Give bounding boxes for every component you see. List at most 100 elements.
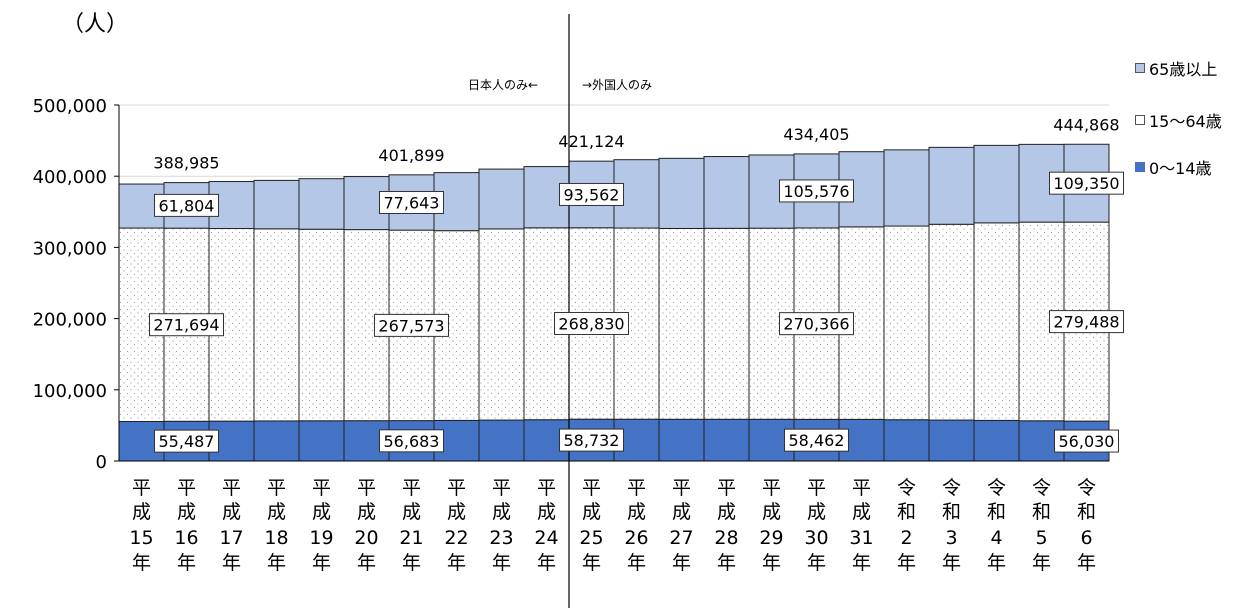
x-tick-label: 年: [897, 552, 916, 574]
bar-segment-65-plus: [703, 156, 750, 229]
legend-label-65-plus: 65歳以上: [1149, 60, 1218, 79]
x-tick-label: 年: [582, 552, 601, 574]
bar-segment-15-64: [703, 227, 750, 420]
x-tick-label: 平: [807, 477, 826, 499]
y-tick-label: 0: [96, 452, 107, 473]
data-label: 56,683: [384, 432, 440, 451]
data-label: 77,643: [384, 193, 440, 212]
x-tick-label: 平: [672, 477, 691, 499]
x-tick-label: 平: [537, 477, 556, 499]
bar-segment-0-14: [703, 418, 750, 462]
x-tick-label: 年: [672, 552, 691, 574]
x-tick-label: 令: [1032, 477, 1051, 499]
bar-segment-65-plus: [298, 178, 345, 230]
data-label-box: [154, 193, 219, 217]
x-tick-label: 成: [177, 501, 196, 523]
x-tick-label: 平: [402, 477, 421, 499]
note-foreigners-only: →外国人のみ: [582, 78, 653, 92]
x-tick-label: 和: [897, 501, 916, 523]
x-tick-label: 4: [990, 527, 1002, 549]
bar-segment-65-plus: [883, 149, 930, 227]
x-tick-label: 年: [987, 552, 1006, 574]
x-tick-label: 令: [897, 477, 916, 499]
x-tick-label: 成: [537, 501, 556, 523]
x-tick-label: 26: [624, 527, 648, 549]
x-tick-label: 年: [942, 552, 961, 574]
x-tick-label: 平: [627, 477, 646, 499]
x-tick-label: 28: [714, 527, 738, 549]
x-tick-label: 平: [717, 477, 736, 499]
legend-item-65-plus: 65歳以上: [1135, 56, 1217, 80]
y-axis-unit-label: （人）: [62, 12, 129, 37]
y-tick-label: 400,000: [33, 167, 107, 188]
data-label: 56,030: [1059, 432, 1115, 451]
x-tick-label: 和: [1077, 501, 1096, 523]
data-label-box: [1049, 310, 1124, 334]
bar-segment-15-64: [928, 223, 975, 421]
x-tick-label: 成: [762, 501, 781, 523]
bar-segment-65-plus: [928, 146, 975, 225]
data-label-box: [559, 182, 624, 206]
bar-segment-0-14: [928, 419, 975, 462]
data-label: 267,573: [378, 316, 444, 335]
data-label-box: [1049, 171, 1124, 195]
x-tick-label: 17: [219, 527, 243, 549]
x-tick-label: 年: [177, 552, 196, 574]
x-tick-label: 令: [942, 477, 961, 499]
total-label: 388,985: [153, 154, 219, 173]
legend-swatch-0-14: [1135, 162, 1145, 172]
x-tick-label: 成: [582, 501, 601, 523]
x-tick-label: 30: [804, 527, 828, 549]
x-tick-label: 平: [447, 477, 466, 499]
data-label: 109,350: [1053, 174, 1119, 193]
bar-segment-15-64: [973, 222, 1020, 421]
bar-segment-0-14: [973, 419, 1020, 462]
legend-swatch-65-plus: [1135, 63, 1145, 73]
data-label-box: [154, 429, 219, 453]
x-tick-label: 平: [762, 477, 781, 499]
x-tick-label: 平: [177, 477, 196, 499]
legend-label-0-14: 0～14歳: [1149, 159, 1212, 178]
x-tick-label: 平: [267, 477, 286, 499]
total-label: 421,124: [558, 132, 624, 151]
total-label: 401,899: [378, 146, 444, 165]
x-tick-label: 令: [987, 477, 1006, 499]
x-tick-label: 年: [402, 552, 421, 574]
bar-segment-65-plus: [478, 168, 525, 230]
data-label: 271,694: [153, 316, 219, 335]
x-tick-label: 年: [717, 552, 736, 574]
bar-segment-0-14: [253, 420, 300, 462]
x-tick-label: 23: [489, 527, 513, 549]
data-label: 58,732: [564, 431, 620, 450]
x-tick-label: 成: [402, 501, 421, 523]
x-tick-label: 年: [852, 552, 871, 574]
x-tick-label: 25: [579, 527, 603, 549]
x-tick-label: 年: [267, 552, 286, 574]
x-tick-label: 年: [1032, 552, 1051, 574]
x-tick-label: 成: [267, 501, 286, 523]
data-label-box: [379, 190, 444, 214]
x-tick-label: 年: [357, 552, 376, 574]
bar-segment-0-14: [478, 419, 525, 462]
x-tick-label: 21: [399, 527, 423, 549]
bar-segment-15-64: [658, 227, 705, 420]
x-tick-label: 5: [1035, 527, 1047, 549]
x-tick-label: 平: [312, 477, 331, 499]
bar-segment-0-14: [658, 418, 705, 462]
note-japanese-only: 日本人のみ←: [468, 78, 539, 92]
x-tick-label: 3: [945, 527, 957, 549]
x-tick-label: 成: [492, 501, 511, 523]
legend-swatch-15-64: [1135, 115, 1145, 125]
x-tick-label: 年: [312, 552, 331, 574]
x-tick-label: 2: [900, 527, 912, 549]
y-tick-label: 500,000: [33, 96, 107, 117]
bar-segment-65-plus: [253, 179, 300, 230]
data-label-box: [1054, 429, 1119, 453]
x-tick-label: 平: [132, 477, 151, 499]
y-tick-label: 300,000: [33, 238, 107, 259]
bar-segment-15-64: [883, 225, 930, 421]
x-tick-label: 年: [222, 552, 241, 574]
x-tick-label: 6: [1080, 527, 1092, 549]
x-tick-label: 年: [627, 552, 646, 574]
x-tick-label: 15: [129, 527, 153, 549]
